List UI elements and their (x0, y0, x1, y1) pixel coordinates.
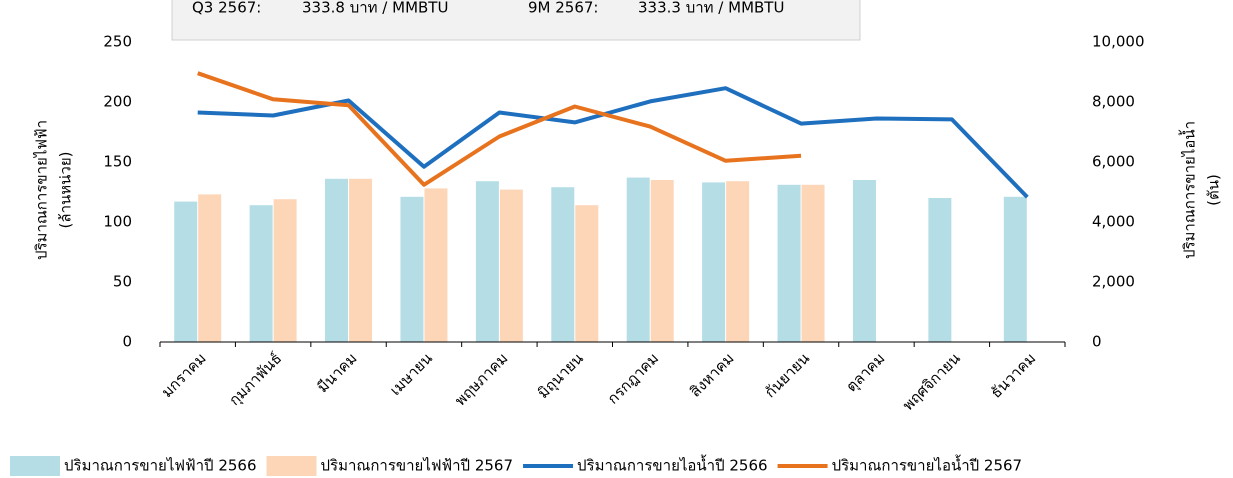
bar (626, 177, 650, 342)
legend-swatch (10, 456, 60, 476)
y-axis-title: ปริมาณการขายไฟฟ้า (33, 120, 51, 260)
bar (726, 181, 750, 342)
bar (174, 201, 198, 342)
legend-label: ปริมาณการขายไฟฟ้าปี 2567 (321, 457, 514, 475)
y-tick-label: 150 (103, 153, 132, 171)
x-tick-label: ธันวาคม (987, 349, 1039, 401)
bar (400, 196, 424, 342)
bar (349, 178, 373, 342)
x-tick-label: กันยายน (761, 349, 813, 401)
legend-label: ปริมาณการขายไฟฟ้าปี 2566 (64, 457, 257, 475)
y2-tick-label: 8,000 (1092, 93, 1135, 111)
x-tick-label: พฤษภาคม (451, 349, 511, 409)
y2-tick-label: 4,000 (1092, 213, 1135, 231)
bar (1003, 196, 1027, 342)
y-axis-title: (ล้านหน่วย) (57, 152, 75, 229)
bar (551, 187, 575, 342)
bar (928, 198, 952, 342)
annotation: 333.8 บาท / MMBTU (302, 0, 448, 17)
legend-label: ปริมาณการขายไอน้ำปี 2567 (832, 455, 1023, 475)
y2-tick-label: 0 (1092, 333, 1102, 351)
bar (801, 184, 825, 342)
y-tick-label: 250 (103, 33, 132, 51)
y2-tick-label: 6,000 (1092, 153, 1135, 171)
y2-tick-label: 2,000 (1092, 273, 1135, 291)
bar (650, 180, 674, 342)
y-tick-label: 50 (113, 273, 132, 291)
bar (273, 199, 297, 342)
annotation: 9M 2567: (528, 0, 598, 17)
line-series (197, 71, 802, 187)
bar (475, 181, 499, 342)
bar (499, 189, 523, 342)
y2-axis-title: (ตัน) (1205, 174, 1223, 206)
legend-swatch (266, 456, 317, 476)
annotation: 333.3 บาท / MMBTU (638, 0, 784, 17)
bar (852, 180, 876, 342)
y2-tick-label: 10,000 (1092, 33, 1145, 51)
y2-axis-title: ปริมาณการขายไอน้ำ (1179, 121, 1199, 259)
x-tick-label: พฤศจิกายน (899, 349, 964, 414)
x-tick-label: ตุลาคม (842, 349, 889, 396)
info-box (171, 0, 861, 41)
x-tick-label: มิถุนายน (534, 349, 588, 403)
x-tick-label: กุมภาพันธ์ (225, 349, 286, 410)
x-tick-label: กรกฎาคม (604, 349, 662, 407)
y-tick-label: 0 (122, 333, 132, 351)
annotation: Q3 2567: (192, 0, 261, 17)
y-tick-label: 200 (103, 93, 132, 111)
bar (777, 184, 801, 342)
legend-label: ปริมาณการขายไอน้ำปี 2566 (577, 455, 768, 475)
y-tick-label: 100 (103, 213, 132, 231)
x-tick-label: สิงหาคม (686, 349, 737, 400)
bar (575, 205, 599, 342)
bar (325, 178, 349, 342)
bar (198, 194, 222, 342)
bar (702, 182, 726, 342)
x-tick-label: มกราคม (158, 349, 210, 401)
bar (249, 205, 273, 342)
x-tick-label: เมษายน (386, 349, 436, 399)
bar (424, 188, 448, 342)
x-tick-label: มีนาคม (314, 349, 361, 396)
